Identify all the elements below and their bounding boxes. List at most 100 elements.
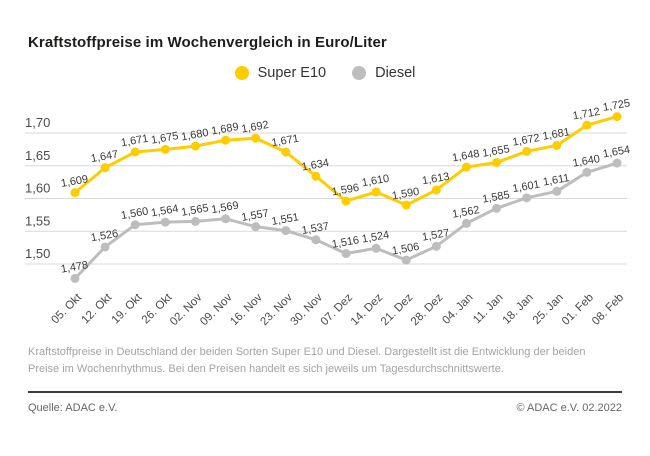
data-label-diesel: 1,527 bbox=[421, 227, 450, 244]
data-label-super-e10: 1,590 bbox=[391, 186, 420, 203]
data-point-diesel bbox=[160, 217, 170, 227]
data-label-diesel: 1,640 bbox=[572, 153, 601, 170]
data-label-super-e10: 1,596 bbox=[331, 182, 360, 199]
data-label-diesel: 1,524 bbox=[361, 229, 390, 246]
data-point-diesel bbox=[70, 273, 80, 283]
data-point-super-e10 bbox=[251, 133, 261, 143]
x-tick-label: 01. Feb bbox=[560, 292, 596, 328]
data-label-super-e10: 1,610 bbox=[361, 173, 390, 190]
data-label-diesel: 1,601 bbox=[512, 179, 541, 196]
data-point-super-e10 bbox=[552, 140, 562, 150]
data-label-diesel: 1,565 bbox=[180, 202, 209, 219]
data-point-super-e10 bbox=[341, 196, 351, 206]
data-point-diesel bbox=[461, 218, 471, 228]
x-tick-label: 28. Dez bbox=[409, 291, 446, 328]
data-point-diesel bbox=[371, 243, 381, 253]
x-tick-label: 30. Nov bbox=[288, 291, 325, 328]
data-label-super-e10: 1,689 bbox=[210, 121, 239, 138]
data-label-diesel: 1,611 bbox=[542, 172, 570, 188]
data-point-diesel bbox=[130, 220, 140, 230]
data-point-super-e10 bbox=[70, 188, 80, 198]
data-point-diesel bbox=[612, 158, 622, 168]
data-label-diesel: 1,564 bbox=[150, 203, 179, 220]
data-point-diesel bbox=[221, 214, 231, 224]
data-label-super-e10: 1,647 bbox=[90, 148, 119, 165]
data-label-super-e10: 1,712 bbox=[572, 106, 601, 123]
footer-divider bbox=[28, 391, 622, 393]
chart-legend: Super E10 Diesel bbox=[0, 65, 650, 81]
data-point-super-e10 bbox=[100, 163, 110, 173]
data-point-super-e10 bbox=[130, 147, 140, 157]
data-label-super-e10: 1,680 bbox=[180, 127, 209, 144]
data-point-diesel bbox=[341, 249, 351, 259]
data-label-diesel: 1,506 bbox=[391, 241, 420, 258]
x-tick-label: 12. Okt bbox=[80, 291, 115, 326]
y-tick-label: 1,60 bbox=[25, 181, 50, 196]
data-point-super-e10 bbox=[461, 162, 471, 172]
x-tick-label: 02. Nov bbox=[168, 291, 205, 328]
data-label-diesel: 1,569 bbox=[210, 200, 239, 217]
data-label-super-e10: 1,681 bbox=[542, 126, 571, 143]
legend-label-super-e10: Super E10 bbox=[257, 65, 327, 81]
data-point-super-e10 bbox=[311, 171, 321, 181]
data-label-super-e10: 1,692 bbox=[241, 119, 270, 136]
data-point-super-e10 bbox=[492, 157, 502, 167]
legend-dot-super-e10-icon bbox=[234, 66, 249, 80]
data-point-super-e10 bbox=[190, 141, 200, 151]
data-label-super-e10: 1,613 bbox=[421, 171, 450, 188]
footer: Quelle: ADAC e.V. © ADAC e.V. 02.2022 bbox=[28, 402, 622, 414]
data-label-super-e10: 1,672 bbox=[512, 132, 541, 149]
data-label-super-e10: 1,655 bbox=[481, 143, 510, 160]
data-point-diesel bbox=[582, 167, 592, 177]
data-point-super-e10 bbox=[612, 112, 622, 122]
x-tick-label: 21. Dez bbox=[379, 291, 416, 328]
data-point-super-e10 bbox=[160, 144, 170, 154]
data-label-diesel: 1,654 bbox=[602, 144, 631, 161]
data-label-diesel: 1,526 bbox=[90, 228, 119, 245]
x-tick-label: 19. Okt bbox=[110, 291, 145, 326]
data-label-super-e10: 1,671 bbox=[271, 133, 300, 150]
x-tick-label: 18. Jan bbox=[501, 292, 536, 327]
data-point-super-e10 bbox=[221, 135, 231, 145]
data-label-super-e10: 1,634 bbox=[301, 157, 330, 174]
x-tick-label: 09. Nov bbox=[198, 291, 235, 328]
y-tick-label: 1,70 bbox=[25, 115, 50, 130]
data-label-diesel: 1,557 bbox=[241, 207, 270, 224]
data-point-super-e10 bbox=[371, 187, 381, 197]
data-label-diesel: 1,551 bbox=[271, 211, 300, 228]
data-label-super-e10: 1,725 bbox=[602, 97, 631, 114]
data-point-super-e10 bbox=[431, 185, 441, 195]
legend-item-super-e10: Super E10 bbox=[234, 65, 327, 81]
data-point-diesel bbox=[311, 235, 321, 245]
x-tick-label: 23. Nov bbox=[258, 291, 295, 328]
data-point-diesel bbox=[100, 242, 110, 252]
source-text: Quelle: ADAC e.V. bbox=[28, 402, 118, 414]
data-label-super-e10: 1,675 bbox=[150, 130, 179, 147]
data-point-diesel bbox=[251, 222, 261, 232]
data-label-diesel: 1,537 bbox=[301, 221, 330, 238]
data-point-diesel bbox=[281, 226, 291, 236]
data-point-diesel bbox=[522, 193, 532, 203]
legend-dot-diesel-icon bbox=[352, 66, 367, 80]
data-label-super-e10: 1,671 bbox=[120, 133, 149, 150]
data-point-super-e10 bbox=[281, 147, 291, 157]
data-point-super-e10 bbox=[401, 200, 411, 210]
data-label-diesel: 1,585 bbox=[481, 189, 510, 206]
x-tick-label: 25. Jan bbox=[531, 292, 566, 327]
x-tick-label: 04. Jan bbox=[440, 292, 475, 327]
x-tick-label: 14. Dez bbox=[349, 291, 386, 328]
data-point-diesel bbox=[431, 241, 441, 251]
data-label-super-e10: 1,648 bbox=[451, 148, 480, 165]
copyright-text: © ADAC e.V. 02.2022 bbox=[516, 402, 622, 414]
data-point-diesel bbox=[552, 186, 562, 196]
x-tick-label: 08. Feb bbox=[590, 292, 626, 328]
data-label-diesel: 1,562 bbox=[451, 204, 480, 221]
data-point-diesel bbox=[190, 216, 200, 226]
legend-label-diesel: Diesel bbox=[375, 65, 416, 81]
data-point-super-e10 bbox=[522, 146, 532, 156]
y-tick-label: 1,55 bbox=[25, 213, 50, 228]
data-point-super-e10 bbox=[582, 120, 592, 130]
data-label-super-e10: 1,609 bbox=[60, 173, 89, 190]
